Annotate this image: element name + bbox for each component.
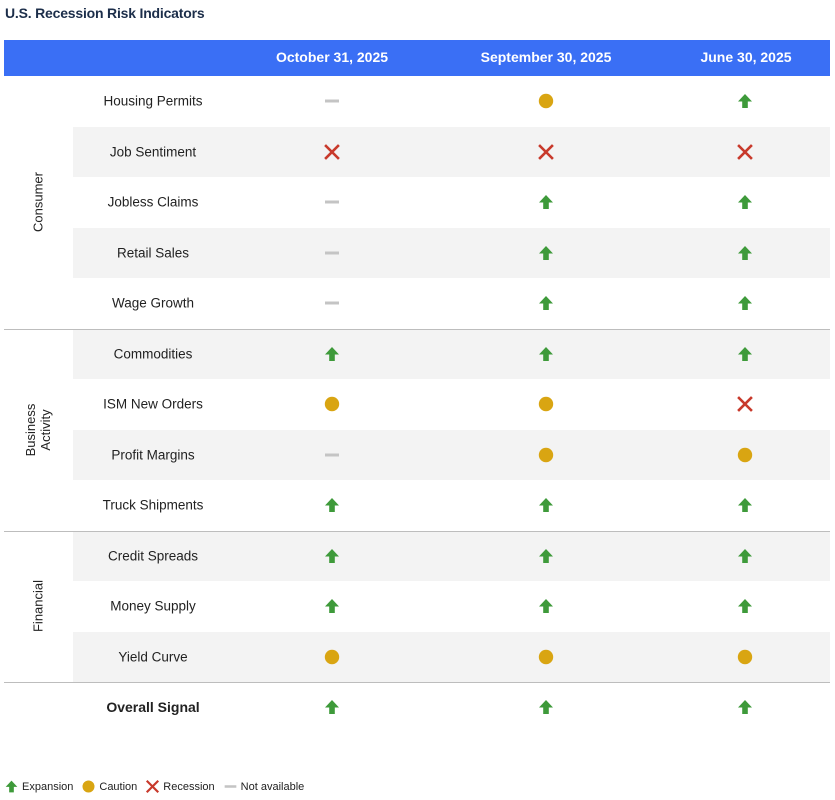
legend-label: Recession: [163, 780, 215, 793]
overall-signal-label: Overall Signal: [106, 699, 200, 716]
row-stripe: [73, 429, 830, 480]
caution-circle-icon: [81, 779, 99, 794]
caution-circle-icon: [323, 395, 341, 413]
expansion-arrow-icon: [323, 597, 341, 615]
expansion-arrow-icon: [736, 597, 754, 615]
recession-x-icon: [537, 143, 555, 161]
row-label: Housing Permits: [103, 93, 203, 109]
expansion-arrow-icon: [323, 496, 341, 514]
table-header: October 31, 2025 September 30, 2025 June…: [4, 40, 830, 76]
column-header-jun-2025: June 30, 2025: [700, 49, 792, 65]
legend: Expansion Caution Recession Not available: [4, 779, 312, 794]
overall-expansion-arrow-icon: [736, 698, 754, 716]
category-label-text: Financial: [30, 580, 46, 633]
expansion-arrow-icon: [736, 193, 754, 211]
expansion-arrow-icon: [736, 294, 754, 312]
row-stripe: [73, 631, 830, 682]
row-stripe: [73, 227, 830, 278]
row-label: Truck Shipments: [102, 497, 204, 513]
row-label: Job Sentiment: [109, 144, 197, 160]
row-label: Profit Margins: [111, 447, 195, 463]
not-available-dash-icon: [323, 92, 341, 110]
legend-label: Caution: [99, 780, 138, 793]
recession-x-icon: [145, 779, 163, 794]
caution-circle-icon: [537, 395, 555, 413]
recession-x-icon: [323, 143, 341, 161]
expansion-arrow-icon: [323, 345, 341, 363]
not-available-dash-icon: [323, 244, 341, 262]
legend-label: Expansion: [22, 780, 74, 793]
row-label: Credit Spreads: [107, 548, 199, 564]
group-divider: [4, 682, 830, 683]
expansion-arrow-icon: [4, 779, 22, 794]
not-available-dash-icon: [323, 294, 341, 312]
row-label: Jobless Claims: [107, 194, 199, 210]
group-divider: [4, 531, 830, 532]
not-available-dash-icon: [223, 779, 241, 794]
expansion-arrow-icon: [736, 244, 754, 262]
column-header-sep-2025: September 30, 2025: [480, 49, 612, 65]
not-available-dash-icon: [323, 446, 341, 464]
expansion-arrow-icon: [537, 193, 555, 211]
expansion-arrow-icon: [736, 92, 754, 110]
caution-circle-icon: [537, 648, 555, 666]
chart-title: U.S. Recession Risk Indicators: [5, 5, 205, 21]
caution-circle-icon: [736, 446, 754, 464]
overall-expansion-arrow-icon: [537, 698, 555, 716]
column-header-oct-2025: October 31, 2025: [275, 49, 389, 65]
expansion-arrow-icon: [736, 547, 754, 565]
category-label-text: Consumer: [30, 172, 46, 233]
row-label: Yield Curve: [118, 649, 188, 665]
legend-item-recession: Recession: [145, 779, 215, 794]
expansion-arrow-icon: [323, 547, 341, 565]
row-stripe: [73, 328, 830, 379]
row-label: Money Supply: [110, 598, 196, 614]
row-label: ISM New Orders: [103, 396, 203, 412]
legend-item-caution: Caution: [81, 779, 137, 794]
expansion-arrow-icon: [537, 547, 555, 565]
legend-label: Not available: [240, 780, 305, 793]
expansion-arrow-icon: [736, 496, 754, 514]
caution-circle-icon: [323, 648, 341, 666]
row-label: Commodities: [113, 346, 193, 362]
expansion-arrow-icon: [736, 345, 754, 363]
legend-item-expansion: Expansion: [4, 779, 73, 794]
caution-circle-icon: [537, 446, 555, 464]
not-available-dash-icon: [323, 193, 341, 211]
row-stripe: [73, 126, 830, 177]
caution-circle-icon: [537, 92, 555, 110]
expansion-arrow-icon: [537, 496, 555, 514]
caution-circle-icon: [736, 648, 754, 666]
expansion-arrow-icon: [537, 597, 555, 615]
row-stripe: [73, 530, 830, 581]
legend-item-na: Not available: [223, 779, 305, 794]
expansion-arrow-icon: [537, 244, 555, 262]
category-label-text: Business Activity: [23, 403, 53, 456]
expansion-arrow-icon: [537, 294, 555, 312]
recession-x-icon: [736, 143, 754, 161]
expansion-arrow-icon: [537, 345, 555, 363]
recession-x-icon: [736, 395, 754, 413]
group-divider: [4, 329, 830, 330]
row-label: Retail Sales: [116, 245, 190, 261]
row-label: Wage Growth: [111, 295, 195, 311]
overall-expansion-arrow-icon: [323, 698, 341, 716]
